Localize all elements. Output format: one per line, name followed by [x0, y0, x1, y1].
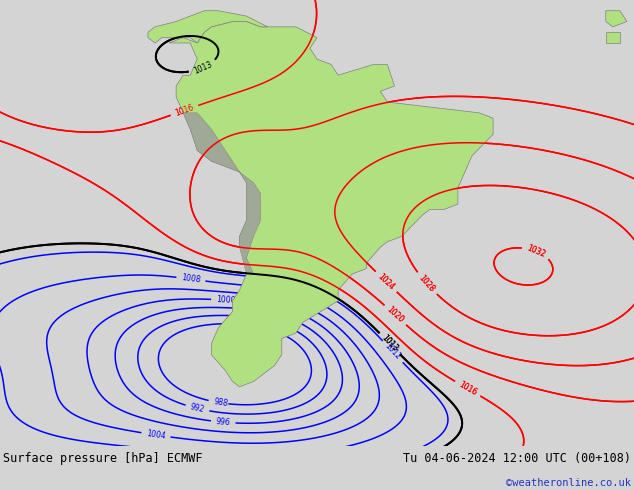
Text: ©weatheronline.co.uk: ©weatheronline.co.uk [506, 478, 631, 488]
Text: Surface pressure [hPa] ECMWF: Surface pressure [hPa] ECMWF [3, 452, 203, 465]
Text: 1013: 1013 [192, 60, 214, 75]
Polygon shape [148, 11, 268, 43]
Text: Tu 04-06-2024 12:00 UTC (00+108): Tu 04-06-2024 12:00 UTC (00+108) [403, 452, 631, 465]
Text: 1013: 1013 [116, 467, 136, 477]
Text: 1013: 1013 [192, 60, 214, 75]
Text: 1032: 1032 [526, 244, 547, 259]
Text: 1016: 1016 [457, 380, 478, 397]
Text: 1012: 1012 [123, 461, 143, 471]
Text: 1012: 1012 [383, 342, 403, 362]
Polygon shape [606, 11, 627, 27]
Polygon shape [169, 22, 493, 387]
Text: 1016: 1016 [174, 103, 195, 118]
Text: 1032: 1032 [526, 244, 547, 259]
Text: 996: 996 [216, 417, 231, 427]
Text: 1028: 1028 [417, 273, 436, 294]
Text: 1016: 1016 [457, 380, 478, 397]
Text: 1024: 1024 [376, 272, 396, 292]
Text: 1013: 1013 [380, 334, 399, 354]
Text: 1028: 1028 [417, 273, 436, 294]
Text: 1008: 1008 [181, 273, 201, 285]
Text: 992: 992 [189, 402, 205, 415]
Text: 1013: 1013 [380, 334, 399, 354]
Text: 1004: 1004 [146, 429, 166, 441]
Text: 988: 988 [213, 397, 228, 408]
Text: 1016: 1016 [174, 103, 195, 118]
Text: 1020: 1020 [385, 305, 405, 325]
Text: 1020: 1020 [385, 305, 405, 325]
Text: 1000: 1000 [216, 295, 236, 305]
Text: 1013: 1013 [116, 467, 136, 477]
Text: 1024: 1024 [376, 272, 396, 292]
Polygon shape [606, 32, 620, 43]
Polygon shape [183, 113, 261, 274]
